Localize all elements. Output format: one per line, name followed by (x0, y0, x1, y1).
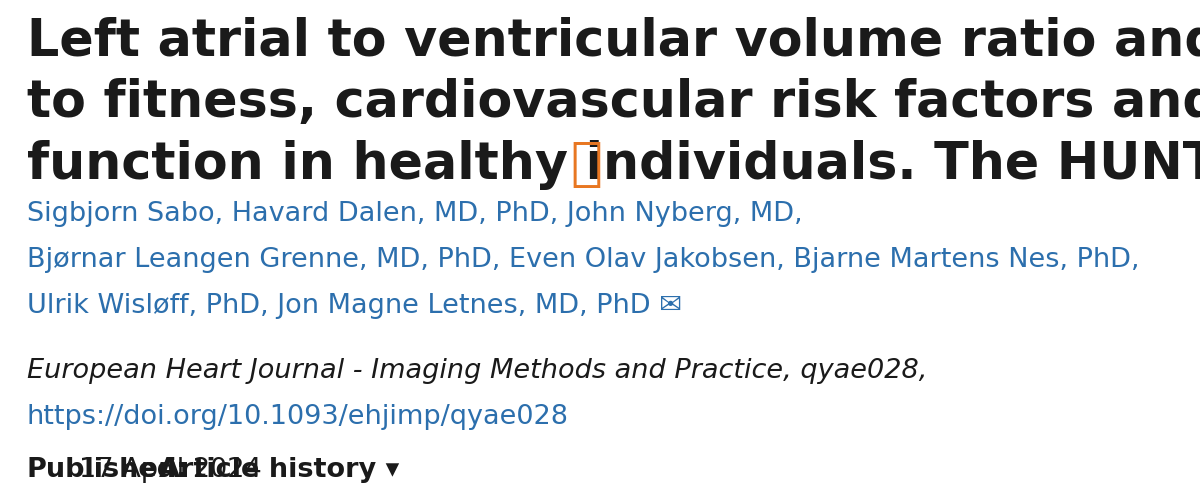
Text: Left atrial to ventricular volume ratio and relation: Left atrial to ventricular volume ratio … (26, 16, 1200, 66)
Text: Sigbjorn Sabo, Havard Dalen, MD, PhD, John Nyberg, MD,: Sigbjorn Sabo, Havard Dalen, MD, PhD, Jo… (26, 201, 802, 227)
Text: Bjørnar Leangen Grenne, MD, PhD, Even Olav Jakobsen, Bjarne Martens Nes, PhD,: Bjørnar Leangen Grenne, MD, PhD, Even Ol… (26, 247, 1139, 273)
Text: Published:: Published: (26, 456, 187, 483)
Text: to fitness, cardiovascular risk factors and diastolic: to fitness, cardiovascular risk factors … (26, 78, 1200, 128)
Text: ⓐ: ⓐ (570, 138, 602, 190)
Text: European Heart Journal - Imaging Methods and Practice, qyae028,: European Heart Journal - Imaging Methods… (26, 357, 926, 384)
Text: https://doi.org/10.1093/ehjimp/qyae028: https://doi.org/10.1093/ehjimp/qyae028 (26, 404, 569, 429)
Text: function in healthy individuals. The HUNT Study: function in healthy individuals. The HUN… (26, 140, 1200, 190)
Text: 17 April 2024: 17 April 2024 (79, 456, 263, 483)
Text: Article history ▾: Article history ▾ (160, 456, 400, 483)
Text: Ulrik Wisløff, PhD, Jon Magne Letnes, MD, PhD ✉: Ulrik Wisløff, PhD, Jon Magne Letnes, MD… (26, 293, 682, 319)
